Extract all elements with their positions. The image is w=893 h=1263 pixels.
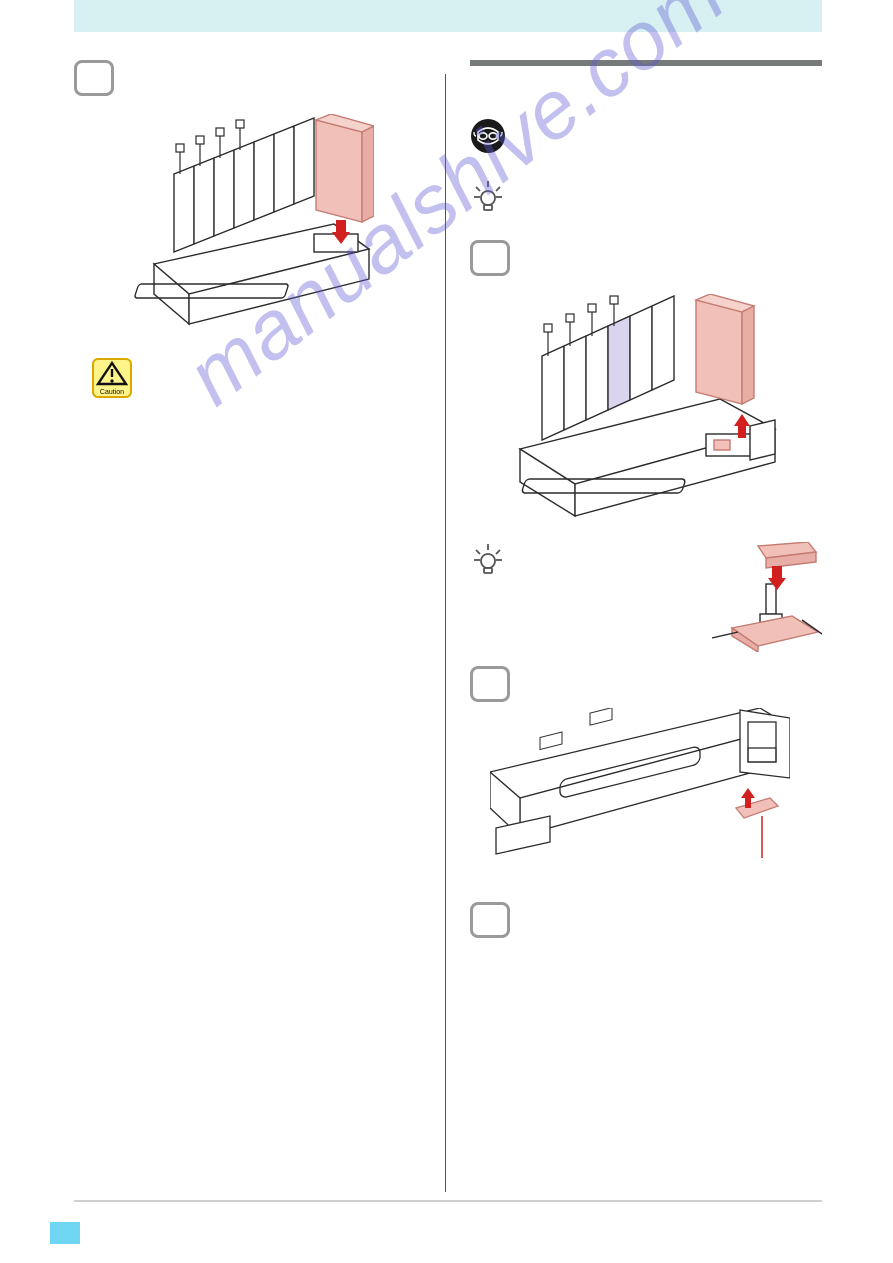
lightbulb-tip-icon — [470, 179, 506, 215]
footer-rule — [74, 1200, 822, 1202]
tip-block-2 — [470, 542, 823, 652]
step-box-7 — [74, 60, 114, 96]
step-box-1 — [470, 240, 510, 276]
tip-block-1 — [470, 179, 823, 226]
caution-icon: Caution — [92, 358, 132, 398]
illustration-left-step7 — [114, 114, 427, 344]
step-2-block — [470, 666, 823, 878]
safety-goggles-icon — [470, 118, 506, 154]
lightbulb-tip-icon-2 — [470, 542, 506, 578]
right-column — [446, 60, 823, 1190]
top-banner — [74, 0, 822, 32]
page-number-badge — [50, 1222, 80, 1244]
cartridge-remove-illustration — [490, 294, 780, 524]
content-columns: Caution — [74, 60, 822, 1190]
step-3-block — [470, 902, 823, 938]
caution-label: Caution — [100, 389, 124, 396]
step-1-block — [470, 240, 823, 524]
step-box-2 — [470, 666, 510, 702]
step-box-3 — [470, 902, 510, 938]
front-platen-illustration — [490, 708, 790, 878]
left-column: Caution — [74, 60, 445, 1190]
safety-block — [470, 118, 823, 165]
cap-nozzle-illustration — [712, 542, 822, 652]
section-divider — [470, 60, 823, 66]
cartridge-install-illustration — [114, 114, 374, 344]
